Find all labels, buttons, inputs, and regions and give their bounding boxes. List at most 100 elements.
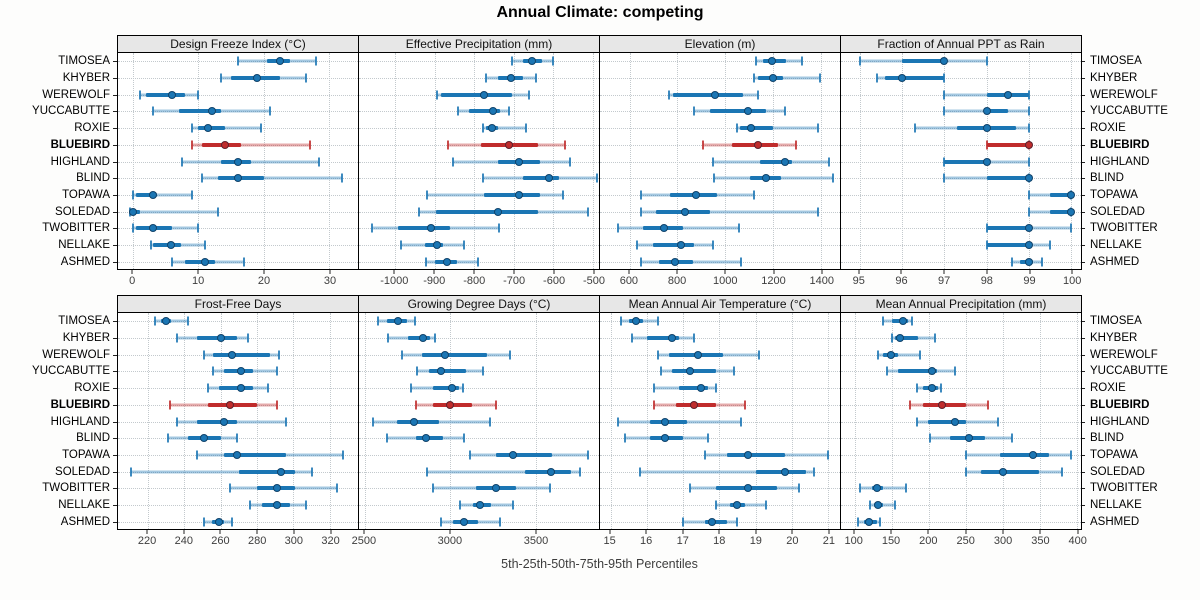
median-dot: [447, 384, 456, 393]
axis-tick: [927, 530, 929, 534]
whisker-cap: [528, 90, 531, 100]
whisker-cap: [890, 333, 893, 343]
whisker-cap: [812, 467, 815, 477]
site-label: TOPAWA: [62, 448, 110, 461]
row-tick: [1081, 321, 1085, 323]
median-dot: [200, 257, 209, 266]
whisker-cap: [702, 140, 705, 150]
h-gridline: [118, 94, 358, 96]
whisker-cap: [150, 240, 153, 250]
whisker-25-75: [901, 59, 945, 64]
axis-tick: [449, 530, 451, 534]
axis-tick-label: 19: [749, 535, 762, 547]
whisker-cap: [1070, 223, 1073, 233]
whisker-cap: [1011, 257, 1013, 267]
whisker-cap: [485, 73, 488, 83]
median-dot: [1024, 224, 1033, 233]
panel-band-top: TIMOSEA KHYBER WEREWOLF YUCCABUTTE ROXIE BLUE…: [0, 35, 1200, 293]
whisker-cap: [1027, 190, 1030, 200]
axis-tick-label: 400: [1068, 535, 1087, 547]
whisker-cap: [893, 500, 896, 510]
median-dot: [982, 124, 991, 133]
row-tick: [1081, 454, 1085, 456]
whisker-cap: [548, 483, 551, 493]
h-gridline: [600, 194, 840, 196]
h-gridline: [600, 128, 840, 130]
whisker-cap: [1027, 157, 1030, 166]
site-label: KHYBER: [1090, 332, 1138, 345]
whisker-cap: [1049, 240, 1052, 250]
median-dot: [480, 90, 489, 99]
whisker-cap: [703, 450, 706, 460]
panel-strip-title: Fraction of Annual PPT as Rain: [840, 35, 1082, 53]
site-label: YUCCABUTTE: [1090, 365, 1168, 378]
row-tick: [1081, 144, 1085, 146]
h-gridline: [359, 78, 599, 80]
median-dot: [232, 450, 241, 459]
whisker-5-95: [878, 353, 920, 357]
median-dot: [504, 140, 513, 149]
whisker-5-95: [155, 319, 188, 323]
h-gridline: [359, 61, 599, 63]
whisker-25-75: [522, 176, 559, 181]
whisker-cap: [552, 56, 555, 66]
median-dot: [711, 90, 720, 99]
whisker-cap: [682, 517, 685, 527]
whisker-cap: [166, 433, 169, 443]
row-tick: [1081, 194, 1085, 196]
row-tick: [113, 111, 117, 113]
h-gridline: [600, 144, 840, 146]
whisker-cap: [481, 173, 484, 183]
whisker-cap: [732, 366, 735, 376]
row-tick: [1081, 338, 1085, 340]
whisker-cap: [425, 190, 428, 200]
h-gridline: [359, 244, 599, 246]
whisker-cap: [616, 417, 619, 426]
median-dot: [492, 484, 501, 493]
median-dot: [872, 484, 881, 493]
whisker-cap: [499, 517, 502, 527]
median-dot: [168, 90, 177, 99]
row-tick: [113, 438, 117, 440]
whisker-cap: [235, 433, 238, 443]
axis-tick: [593, 270, 595, 274]
whisker-cap: [858, 56, 861, 66]
whisker-cap: [498, 223, 501, 233]
median-dot: [1024, 174, 1033, 183]
axis-tick: [433, 270, 435, 274]
median-dot: [1024, 140, 1033, 149]
h-gridline: [841, 244, 1081, 246]
whisker-cap: [735, 123, 738, 133]
whisker-cap: [828, 157, 830, 166]
panel-strip-title: Mean Annual Precipitation (mm): [840, 295, 1082, 313]
site-label: KHYBER: [62, 72, 110, 85]
whisker-25-75: [986, 176, 1029, 181]
whisker-cap: [910, 316, 913, 326]
median-dot: [1067, 207, 1076, 216]
whisker-cap: [985, 56, 988, 66]
row-tick: [1081, 388, 1085, 390]
axis-tick: [219, 530, 221, 534]
whisker-cap: [220, 73, 223, 83]
site-label: ROXIE: [1090, 382, 1126, 395]
median-dot: [744, 484, 753, 493]
axis-tick: [890, 530, 892, 534]
whisker-cap: [372, 417, 375, 426]
site-label: HIGHLAND: [1090, 155, 1150, 168]
whisker-cap: [965, 467, 968, 477]
whisker-cap: [818, 73, 821, 83]
row-tick: [113, 94, 117, 96]
whisker-cap: [200, 173, 203, 183]
median-dot: [514, 190, 523, 199]
median-dot: [148, 190, 157, 199]
v-gridline: [133, 53, 135, 269]
whisker-cap: [426, 467, 429, 477]
site-label: HIGHLAND: [50, 155, 110, 168]
site-label: YUCCABUTTE: [32, 105, 110, 118]
whisker-cap: [469, 450, 472, 460]
median-dot: [873, 500, 882, 509]
whisker-cap: [175, 333, 178, 343]
row-tick: [113, 144, 117, 146]
whisker-25-75: [435, 209, 538, 214]
